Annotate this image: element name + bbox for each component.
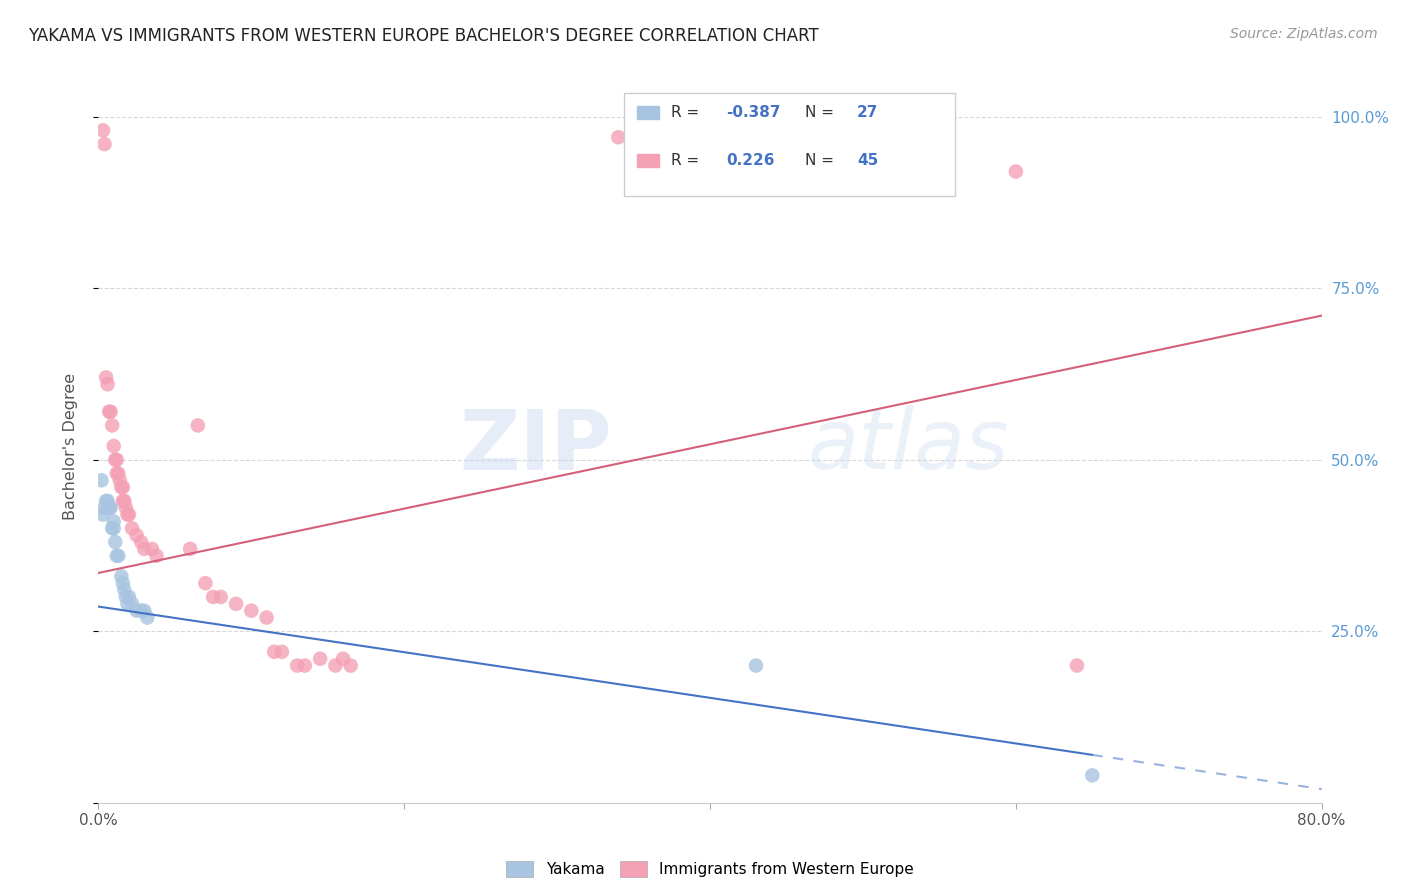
Point bbox=[134, 604, 156, 618]
Bar bbox=[637, 154, 658, 167]
Point bbox=[110, 480, 132, 494]
Point bbox=[125, 528, 148, 542]
Point bbox=[108, 473, 131, 487]
Point bbox=[118, 508, 141, 522]
Point bbox=[93, 500, 115, 515]
Text: N =: N = bbox=[806, 153, 839, 168]
Point bbox=[339, 658, 361, 673]
Point bbox=[745, 658, 768, 673]
Point bbox=[91, 508, 114, 522]
Point bbox=[103, 515, 125, 529]
Point bbox=[112, 583, 135, 598]
Point bbox=[607, 130, 630, 145]
Point bbox=[98, 405, 121, 419]
Text: -0.387: -0.387 bbox=[725, 105, 780, 120]
Point bbox=[202, 590, 225, 604]
Text: 0.226: 0.226 bbox=[725, 153, 775, 168]
Point bbox=[141, 541, 163, 556]
Text: 27: 27 bbox=[856, 105, 879, 120]
Point bbox=[97, 377, 120, 392]
Point bbox=[136, 610, 159, 624]
Point bbox=[115, 590, 138, 604]
Point bbox=[100, 405, 122, 419]
Point bbox=[115, 500, 138, 515]
Point bbox=[134, 541, 156, 556]
Point bbox=[1004, 164, 1026, 178]
Point bbox=[309, 651, 332, 665]
Point bbox=[145, 549, 167, 563]
Text: N =: N = bbox=[806, 105, 839, 120]
Bar bbox=[637, 106, 658, 120]
Point bbox=[263, 645, 285, 659]
Point bbox=[93, 137, 115, 152]
Point bbox=[90, 473, 112, 487]
Point bbox=[105, 467, 128, 481]
Point bbox=[103, 439, 125, 453]
Legend: Yakama, Immigrants from Western Europe: Yakama, Immigrants from Western Europe bbox=[506, 862, 914, 877]
Point bbox=[103, 521, 125, 535]
Text: R =: R = bbox=[671, 105, 704, 120]
Point bbox=[104, 452, 127, 467]
Point bbox=[112, 494, 135, 508]
Point bbox=[256, 610, 278, 624]
Point bbox=[117, 597, 139, 611]
Point bbox=[107, 549, 129, 563]
Point bbox=[194, 576, 217, 591]
Point bbox=[179, 541, 201, 556]
Point bbox=[285, 658, 308, 673]
Point bbox=[111, 576, 134, 591]
Point bbox=[129, 535, 152, 549]
Point bbox=[101, 418, 124, 433]
Point bbox=[117, 508, 139, 522]
Point bbox=[332, 651, 354, 665]
Text: 45: 45 bbox=[856, 153, 879, 168]
Point bbox=[94, 494, 117, 508]
Point bbox=[125, 604, 148, 618]
Point bbox=[105, 452, 128, 467]
Point bbox=[187, 418, 209, 433]
Point bbox=[209, 590, 232, 604]
Point bbox=[1066, 658, 1088, 673]
Text: R =: R = bbox=[671, 153, 709, 168]
Point bbox=[111, 480, 134, 494]
Point bbox=[101, 521, 124, 535]
Text: ZIP: ZIP bbox=[460, 406, 612, 486]
Point bbox=[129, 604, 152, 618]
Point bbox=[107, 467, 129, 481]
Text: Source: ZipAtlas.com: Source: ZipAtlas.com bbox=[1230, 27, 1378, 41]
Point bbox=[118, 590, 141, 604]
Point bbox=[225, 597, 247, 611]
Point bbox=[98, 500, 121, 515]
Point bbox=[100, 500, 122, 515]
Point bbox=[1081, 768, 1104, 782]
Point bbox=[270, 645, 292, 659]
Point bbox=[94, 370, 117, 384]
Point bbox=[97, 494, 120, 508]
Point bbox=[104, 535, 127, 549]
Point bbox=[111, 494, 134, 508]
Point bbox=[98, 500, 121, 515]
Point bbox=[240, 604, 263, 618]
Point bbox=[91, 123, 114, 137]
Point bbox=[110, 569, 132, 583]
Point bbox=[325, 658, 347, 673]
Point bbox=[121, 521, 143, 535]
FancyBboxPatch shape bbox=[624, 93, 955, 196]
Text: YAKAMA VS IMMIGRANTS FROM WESTERN EUROPE BACHELOR'S DEGREE CORRELATION CHART: YAKAMA VS IMMIGRANTS FROM WESTERN EUROPE… bbox=[28, 27, 818, 45]
Text: atlas: atlas bbox=[808, 406, 1010, 486]
Point bbox=[105, 549, 128, 563]
Point bbox=[121, 597, 143, 611]
Y-axis label: Bachelor's Degree: Bachelor's Degree bbox=[63, 373, 77, 519]
Point bbox=[294, 658, 316, 673]
